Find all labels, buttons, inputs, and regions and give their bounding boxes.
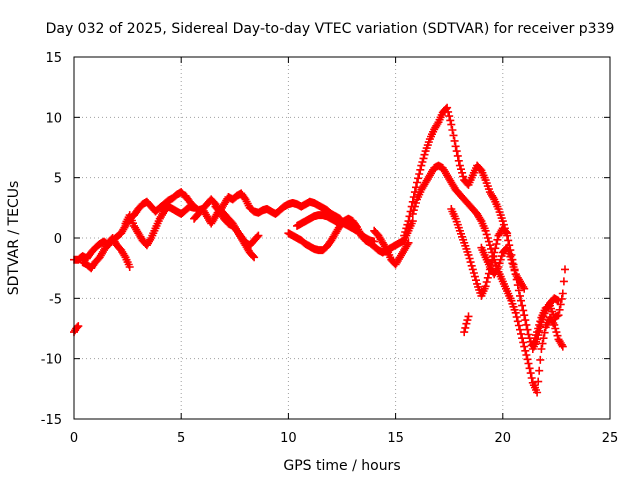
series-track-f (211, 202, 263, 250)
plus-markers (528, 265, 569, 349)
chart-title: Day 032 of 2025, Sidereal Day-to-day VTE… (46, 21, 615, 37)
plus-markers (370, 226, 413, 269)
y-axis-label: SDTVAR / TECUs (6, 181, 22, 296)
series-track-k (408, 161, 567, 397)
plus-markers (293, 211, 379, 246)
series-track-a (70, 188, 190, 264)
x-tick-label: 5 (177, 431, 185, 446)
series-track-o (70, 322, 83, 337)
plot-frame (73, 56, 611, 420)
y-tick-label: 5 (54, 172, 62, 187)
plus-markers (447, 205, 512, 300)
plus-markers (78, 234, 134, 273)
plus-markers (408, 161, 567, 397)
y-tick-label: -15 (41, 413, 62, 428)
y-tick-label: 10 (45, 111, 62, 126)
plus-markers (70, 322, 83, 337)
plus-markers (460, 312, 473, 337)
plus-markers (477, 243, 529, 293)
y-tick-label: 15 (45, 51, 62, 66)
series-track-c (121, 202, 199, 250)
plus-markers (121, 202, 199, 250)
y-tick-label: -5 (49, 292, 62, 307)
plus-markers (211, 202, 263, 250)
series-track-m (477, 243, 529, 293)
series-track-i (370, 226, 413, 269)
x-tick-label: 20 (495, 431, 512, 446)
x-tick-label: 0 (70, 431, 78, 446)
y-tick-label: 0 (54, 232, 62, 247)
y-tick-label: -10 (41, 353, 62, 368)
series-track-h (293, 211, 379, 246)
x-tick-label: 10 (280, 431, 297, 446)
x-tick-label: 15 (387, 431, 404, 446)
x-axis-label: GPS time / hours (283, 458, 400, 474)
series-track-p (460, 312, 473, 337)
plus-markers (70, 188, 190, 264)
series-track-n (528, 265, 569, 349)
grid (74, 57, 610, 419)
data-series (70, 103, 569, 397)
series-track-b (78, 234, 134, 273)
series-track-l (447, 205, 512, 300)
x-tick-label: 25 (602, 431, 619, 446)
axis-ticks: 0 5 10 15 20 25 -15 -10 -5 0 5 10 15 (41, 51, 619, 446)
